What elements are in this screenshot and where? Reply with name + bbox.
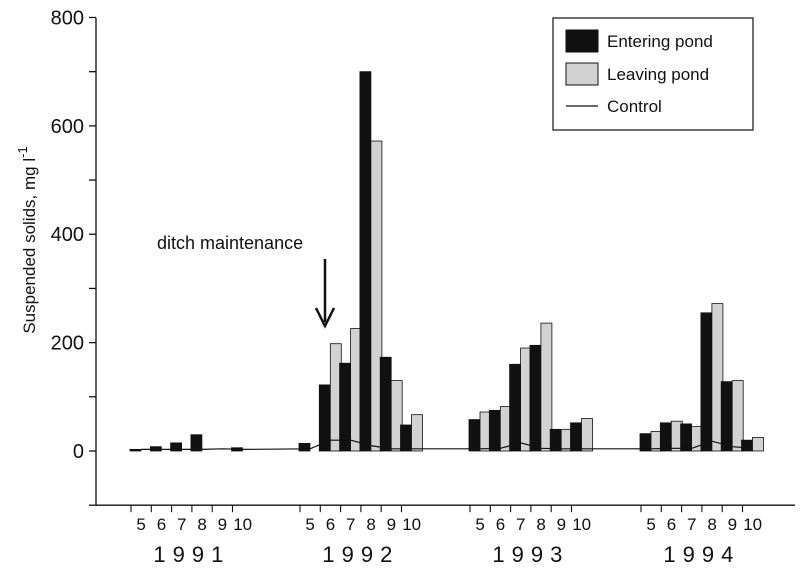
bar-entering-pond xyxy=(400,424,412,452)
bar-leaving-pond xyxy=(711,303,724,452)
month-label: 8 xyxy=(197,515,206,534)
y-axis-title-superscript: -1 xyxy=(15,146,30,158)
month-label: 9 xyxy=(728,515,737,534)
month-label: 10 xyxy=(402,515,421,534)
y-tick-label: 600 xyxy=(51,116,84,138)
month-label: 6 xyxy=(326,515,335,534)
month-label: 7 xyxy=(516,515,525,534)
month-label: 6 xyxy=(157,515,166,534)
bar-entering-pond xyxy=(129,448,142,452)
month-label: 9 xyxy=(218,515,227,534)
bar-entering-pond xyxy=(509,363,522,452)
y-tick-label: 0 xyxy=(73,441,84,463)
bar-leaving-pond xyxy=(540,322,553,452)
month-label: 6 xyxy=(496,515,505,534)
y-tick-label: 800 xyxy=(51,7,84,29)
month-label: 5 xyxy=(475,515,484,534)
annotation-arrow-head xyxy=(314,307,336,329)
bar-leaving-pond xyxy=(731,380,744,452)
bar-leaving-pond xyxy=(411,414,423,452)
bar-entering-pond xyxy=(190,434,203,452)
bar-entering-pond xyxy=(468,419,481,452)
y-tick-label: 200 xyxy=(51,333,84,355)
bar-entering-pond xyxy=(359,71,372,452)
year-label: 1992 xyxy=(322,542,399,567)
bar-entering-pond xyxy=(700,312,713,452)
bar-entering-pond xyxy=(659,422,672,452)
bar-entering-pond xyxy=(720,381,733,452)
year-label: 1993 xyxy=(492,542,569,567)
year-label: 1994 xyxy=(663,542,740,567)
bars xyxy=(129,71,764,452)
month-label: 10 xyxy=(743,515,762,534)
month-label: 7 xyxy=(687,515,696,534)
axes xyxy=(89,16,795,513)
annotation: ditch maintenance xyxy=(157,233,336,329)
legend-label-control: Control xyxy=(607,97,662,116)
control-line-group xyxy=(141,439,753,451)
bar-leaving-pond xyxy=(390,380,403,452)
bar-entering-pond xyxy=(570,422,582,452)
bar-entering-pond xyxy=(170,442,183,452)
bar-entering-pond xyxy=(339,362,352,452)
month-label: 5 xyxy=(646,515,655,534)
month-label: 8 xyxy=(707,515,716,534)
bar-entering-pond xyxy=(741,439,753,452)
legend-label-entering: Entering pond xyxy=(607,32,713,51)
year-label: 1991 xyxy=(153,542,230,567)
legend-swatch-leaving xyxy=(565,62,599,86)
month-label: 8 xyxy=(536,515,545,534)
month-label: 6 xyxy=(667,515,676,534)
bar-leaving-pond xyxy=(752,437,764,452)
y-axis-title-text: Suspended solids, mg l xyxy=(20,158,39,334)
bar-entering-pond xyxy=(488,409,501,452)
month-label: 10 xyxy=(233,515,252,534)
bar-entering-pond xyxy=(549,428,562,452)
bar-entering-pond xyxy=(680,423,692,452)
bar-leaving-pond xyxy=(581,418,593,452)
legend-label-leaving: Leaving pond xyxy=(607,65,709,84)
bar-entering-pond xyxy=(529,344,542,452)
y-axis-title: Suspended solids, mg l-1 xyxy=(15,146,39,333)
month-label: 5 xyxy=(305,515,314,534)
month-label: 10 xyxy=(572,515,591,534)
control-line xyxy=(141,439,753,451)
month-label: 9 xyxy=(557,515,566,534)
bar-entering-pond xyxy=(298,443,311,452)
legend: Entering pond Leaving pond Control xyxy=(552,17,754,131)
month-label: 7 xyxy=(177,515,186,534)
y-tick-label: 400 xyxy=(51,224,84,246)
month-label: 8 xyxy=(366,515,375,534)
month-label: 9 xyxy=(387,515,396,534)
month-label: 7 xyxy=(346,515,355,534)
annotation-text: ditch maintenance xyxy=(157,233,303,253)
month-label: 5 xyxy=(136,515,145,534)
legend-swatch-entering xyxy=(565,29,599,53)
bar-leaving-pond xyxy=(370,140,383,452)
bar-entering-pond xyxy=(379,356,392,452)
